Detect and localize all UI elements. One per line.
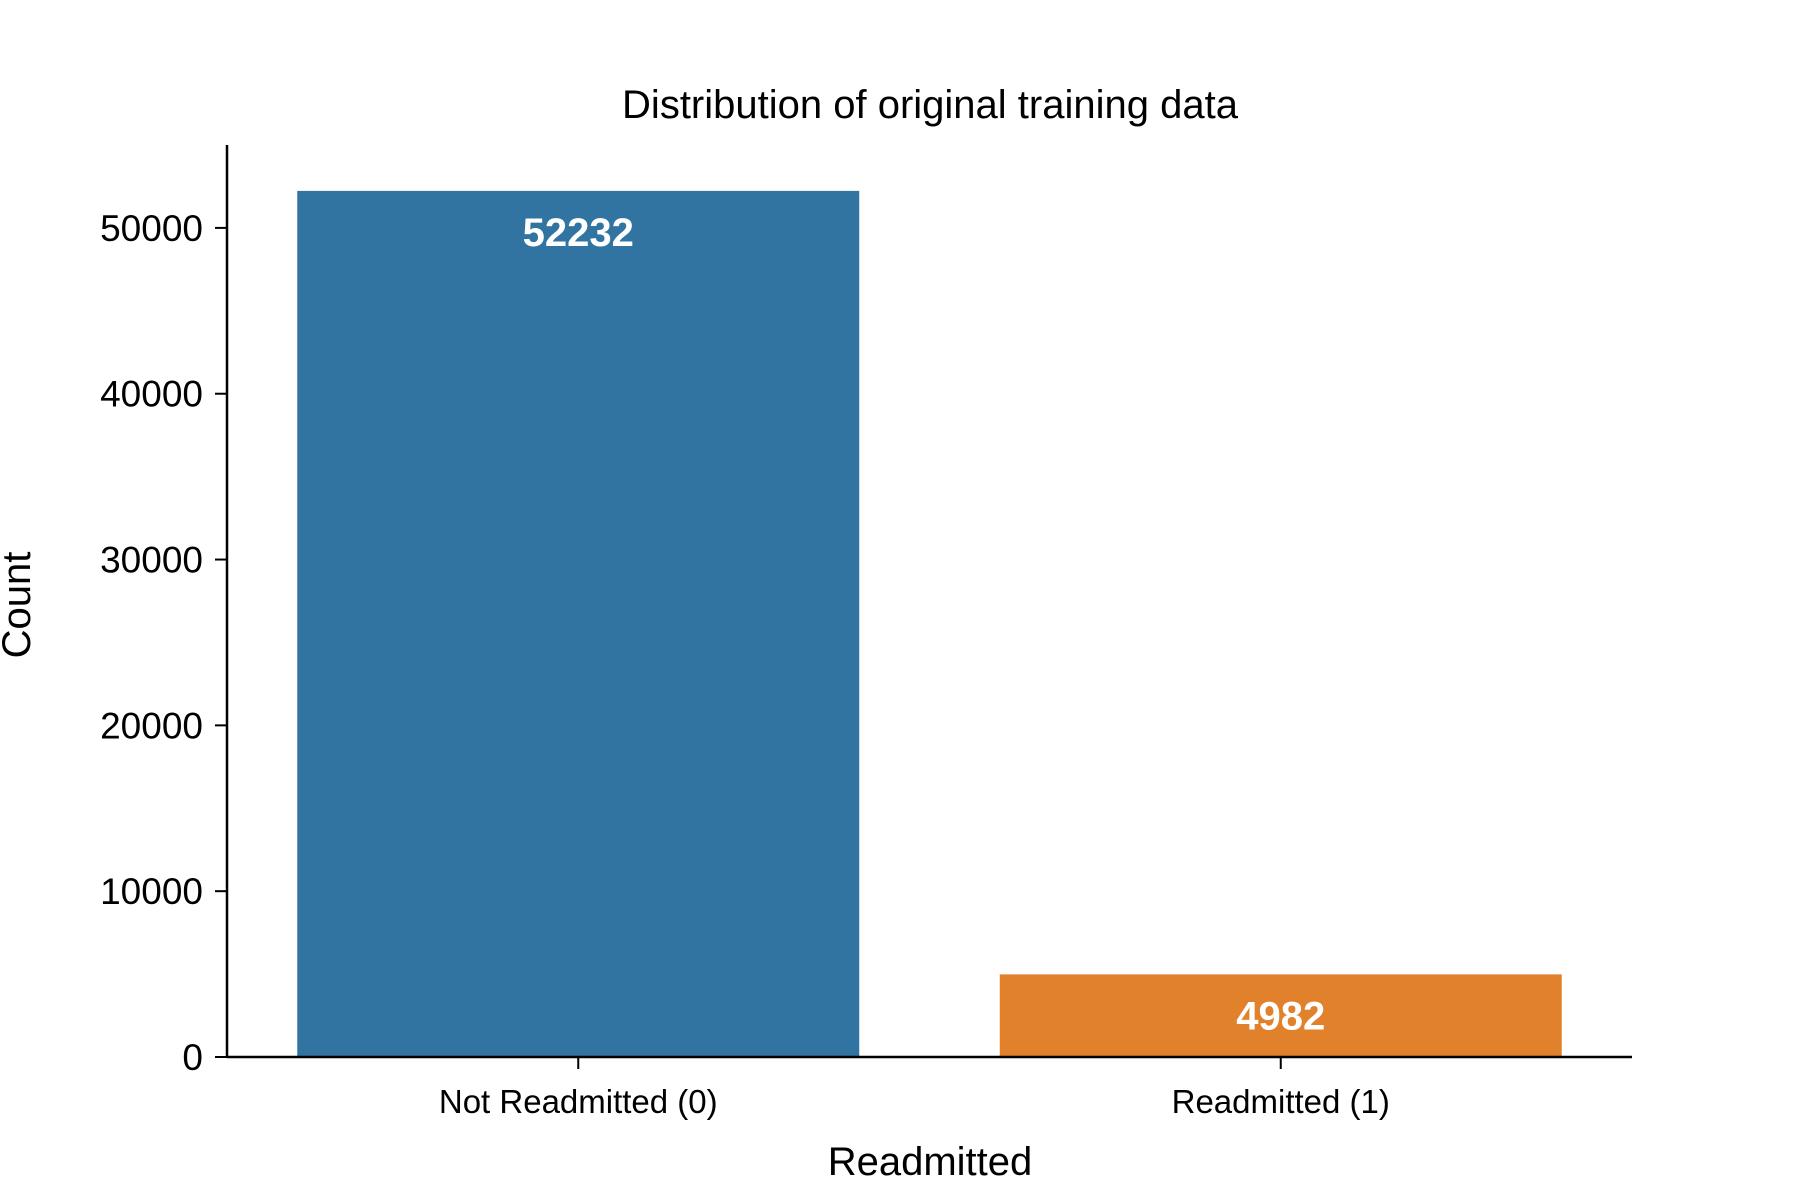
y-tick-label-3: 30000 xyxy=(100,540,203,581)
bar-value-label-1: 4982 xyxy=(1236,994,1325,1038)
y-tick-label-1: 10000 xyxy=(100,871,203,912)
bar-labels-group: 52232 4982 xyxy=(523,211,1326,1038)
y-axis: 0 10000 20000 30000 40000 50000 xyxy=(100,208,227,1078)
chart-title: Distribution of original training data xyxy=(622,83,1239,127)
x-tick-label-1: Readmitted (1) xyxy=(1172,1083,1390,1120)
y-tick-label-5: 50000 xyxy=(100,208,203,249)
bars-group xyxy=(297,190,1562,1058)
y-axis-label: Count xyxy=(0,552,39,659)
bar-value-label-0: 52232 xyxy=(523,211,634,255)
bar-1 xyxy=(999,974,1562,1057)
bar-0 xyxy=(297,190,860,1058)
y-tick-label-2: 20000 xyxy=(100,705,203,746)
x-axis: Not Readmitted (0) Readmitted (1) xyxy=(439,1057,1390,1120)
y-tick-label-0: 0 xyxy=(182,1037,203,1078)
y-tick-label-4: 40000 xyxy=(100,374,203,415)
x-tick-label-0: Not Readmitted (0) xyxy=(439,1083,718,1120)
x-axis-label: Readmitted xyxy=(828,1140,1033,1184)
